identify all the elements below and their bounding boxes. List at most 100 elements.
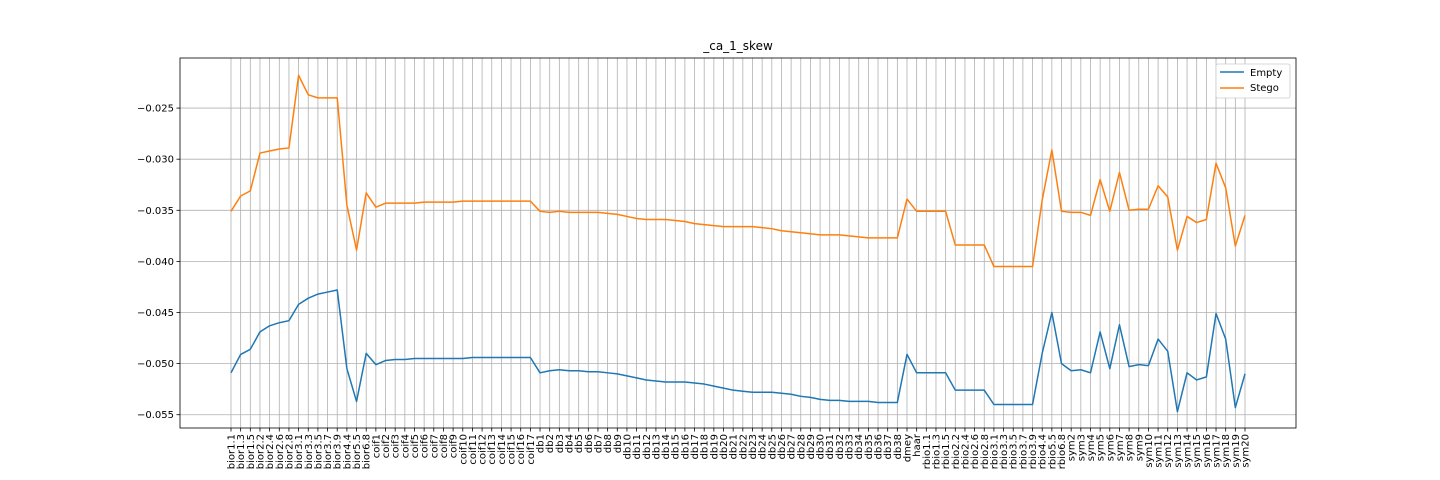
data-point-stego [819,234,820,235]
x-tick-label: db13 [651,434,662,459]
data-point-empty [597,371,598,372]
x-tick-label: db23 [748,434,759,459]
data-point-stego [395,203,396,204]
x-tick-label: rbio2.6 [970,434,981,469]
x-tick-label: coif10 [458,434,469,465]
x-tick-label: db25 [767,434,778,459]
data-point-empty [298,304,299,305]
data-point-empty [1003,404,1004,405]
data-point-empty [385,360,386,361]
data-point-empty [926,372,927,373]
data-point-empty [269,325,270,326]
data-point-stego [424,202,425,203]
data-point-empty [1119,324,1120,325]
x-tick-label: db5 [574,434,585,453]
data-point-empty [964,390,965,391]
data-point-empty [443,358,444,359]
x-tick-label: db29 [806,434,817,459]
data-point-empty [491,357,492,358]
x-tick-label: db16 [680,434,691,459]
data-point-stego [752,226,753,227]
legend-label-stego: Stego [1250,83,1279,94]
x-tick-label: db21 [729,434,740,459]
data-point-stego [1090,215,1091,216]
data-point-empty [607,372,608,373]
x-tick-label: rbio1.5 [941,434,952,469]
data-point-stego [655,219,656,220]
x-tick-label: coif5 [410,434,421,458]
x-tick-label: db36 [874,434,885,459]
data-point-empty [327,291,328,292]
data-point-empty [1235,407,1236,408]
x-tick-label: db11 [632,434,643,459]
x-tick-label: coif14 [497,434,508,465]
data-point-empty [279,322,280,323]
data-point-stego [453,202,454,203]
x-tick-label: sym15 [1192,434,1203,468]
x-tick-label: sym17 [1212,434,1223,468]
data-point-empty [250,349,251,350]
data-point-empty [1032,404,1033,405]
data-point-stego [375,207,376,208]
data-point-stego [491,200,492,201]
data-point-stego [916,211,917,212]
data-point-empty [501,357,502,358]
data-point-empty [1051,312,1052,313]
x-tick-label: coif2 [381,434,392,458]
data-point-empty [559,369,560,370]
x-tick-label: db10 [622,434,633,459]
data-point-stego [1061,211,1062,212]
y-tick-label: −0.030 [137,155,174,166]
data-point-stego [1100,179,1101,180]
data-point-empty [481,357,482,358]
x-tick-label: coif13 [487,434,498,465]
data-point-stego [858,236,859,237]
x-tick-label: coif6 [420,434,431,458]
data-point-stego [1119,172,1120,173]
x-tick-label: sym13 [1173,434,1184,468]
x-tick-label: bior5.5 [352,434,363,469]
y-tick-label: −0.045 [137,308,174,319]
data-point-empty [626,375,627,376]
data-point-stego [607,213,608,214]
x-tick-label: db3 [555,434,566,453]
data-point-stego [259,152,260,153]
x-tick-label: rbio2.2 [951,434,962,469]
x-tick-label: sym16 [1202,434,1213,468]
data-point-empty [317,294,318,295]
x-tick-label: db24 [758,434,769,459]
y-tick-label: −0.040 [137,257,174,268]
x-tick-label: rbio2.8 [980,434,991,469]
data-point-stego [356,250,357,251]
data-point-stego [288,147,289,148]
x-tick-label: sym9 [1134,434,1145,461]
data-point-stego [414,203,415,204]
x-tick-label: db20 [719,434,730,459]
data-point-empty [1244,373,1245,374]
data-point-empty [1138,364,1139,365]
x-tick-label: db26 [777,434,788,459]
data-point-empty [308,298,309,299]
data-point-stego [240,195,241,196]
data-point-empty [1061,363,1062,364]
data-point-stego [578,212,579,213]
data-point-stego [742,226,743,227]
data-point-empty [1022,404,1023,405]
data-point-stego [704,224,705,225]
data-point-stego [810,233,811,234]
data-point-empty [858,401,859,402]
data-point-stego [317,97,318,98]
x-tick-label: db1 [536,434,547,453]
data-point-stego [646,219,647,220]
data-point-empty [848,401,849,402]
data-point-stego [472,200,473,201]
data-point-empty [395,359,396,360]
series-lines [230,74,1246,413]
x-tick-label: db30 [816,434,827,459]
data-point-stego [568,212,569,213]
data-point-empty [810,397,811,398]
data-point-empty [356,401,357,402]
x-tick-label: bior1.3 [236,434,247,469]
data-point-empty [665,381,666,382]
